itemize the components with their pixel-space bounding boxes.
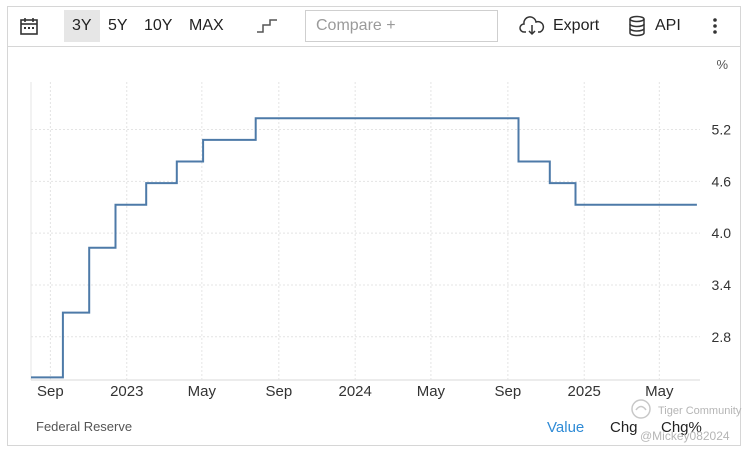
tiger-logo-icon <box>631 399 651 419</box>
calendar-icon <box>20 18 38 35</box>
api-label: API <box>655 17 681 34</box>
compare-input[interactable] <box>305 10 498 42</box>
database-icon <box>629 15 645 37</box>
chgpct-view-button[interactable]: Chg% <box>661 419 702 436</box>
range-10y-button[interactable]: 10Y <box>144 17 173 34</box>
more-menu-button[interactable] <box>712 6 718 46</box>
value-view-button[interactable]: Value <box>547 419 585 436</box>
watermark-line1: Tiger Community <box>658 405 742 417</box>
export-label: Export <box>553 17 600 34</box>
step-line-icon <box>257 19 277 33</box>
watermark-line2: @Mickey082024 <box>640 429 730 443</box>
cloud-download-icon <box>519 16 545 36</box>
toolbar: 3Y 5Y 10Y MAX Export API <box>7 6 741 47</box>
api-button[interactable]: API <box>627 6 681 46</box>
range-3y-button[interactable]: 3Y <box>64 10 100 42</box>
chart-type-button[interactable] <box>255 6 279 46</box>
source-label: Federal Reserve <box>36 419 133 434</box>
chg-view-button[interactable]: Chg <box>610 419 638 436</box>
calendar-button[interactable] <box>19 6 39 46</box>
range-5y-button[interactable]: 5Y <box>108 17 128 34</box>
export-button[interactable]: Export <box>519 6 599 46</box>
range-max-button[interactable]: MAX <box>189 17 224 34</box>
chart-frame <box>7 6 741 446</box>
kebab-menu-icon <box>713 18 717 34</box>
